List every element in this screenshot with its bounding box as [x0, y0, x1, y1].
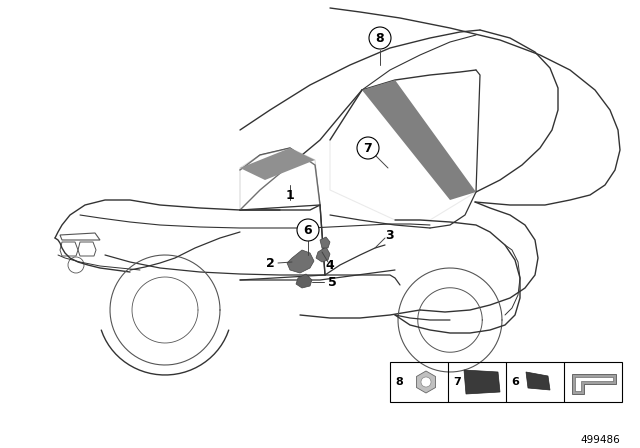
Text: 5: 5: [328, 276, 337, 289]
Text: 8: 8: [376, 31, 384, 44]
Polygon shape: [240, 148, 315, 180]
Polygon shape: [464, 370, 500, 394]
Circle shape: [297, 219, 319, 241]
Text: 2: 2: [266, 257, 275, 270]
Text: 499486: 499486: [580, 435, 620, 445]
Polygon shape: [296, 274, 312, 288]
Circle shape: [369, 27, 391, 49]
Text: 1: 1: [285, 189, 294, 202]
Text: 3: 3: [386, 228, 394, 241]
Polygon shape: [330, 90, 476, 220]
Circle shape: [357, 137, 379, 159]
Text: 6: 6: [511, 377, 519, 387]
Polygon shape: [287, 250, 314, 273]
Text: 7: 7: [364, 142, 372, 155]
Polygon shape: [575, 377, 613, 391]
Circle shape: [421, 377, 431, 387]
Polygon shape: [316, 247, 330, 262]
Text: 4: 4: [326, 258, 334, 271]
Polygon shape: [417, 371, 436, 393]
Polygon shape: [362, 80, 476, 200]
Polygon shape: [526, 372, 550, 390]
Text: 8: 8: [395, 377, 403, 387]
Bar: [390, 362, 622, 402]
Polygon shape: [572, 374, 616, 394]
Text: 6: 6: [304, 224, 312, 237]
Polygon shape: [240, 148, 320, 210]
Text: 7: 7: [453, 377, 461, 387]
Polygon shape: [320, 237, 330, 248]
